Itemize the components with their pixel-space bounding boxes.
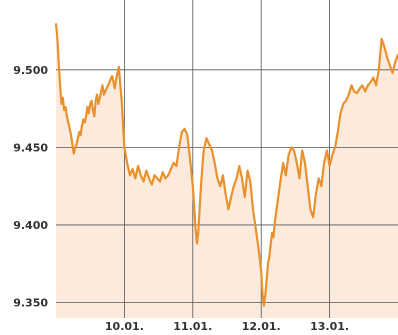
x-tick-label: 10.01.: [105, 320, 144, 333]
y-axis-ticks: 9.500 9.450 9.400 9.350: [13, 64, 48, 310]
x-axis-ticks: 10.01. 11.01. 12.01. 13.01.: [105, 320, 349, 333]
x-tick-label: 11.01.: [173, 320, 212, 333]
y-tick-label: 9.400: [13, 219, 48, 232]
y-tick-label: 9.450: [13, 141, 48, 154]
y-tick-label: 9.350: [13, 296, 48, 309]
x-tick-label: 13.01.: [310, 320, 349, 333]
grid-lines: [56, 0, 398, 318]
series-line: [54, 23, 398, 307]
x-tick-label: 12.01.: [242, 320, 281, 333]
series-area-fill: [56, 23, 398, 319]
y-tick-label: 9.500: [13, 64, 48, 77]
